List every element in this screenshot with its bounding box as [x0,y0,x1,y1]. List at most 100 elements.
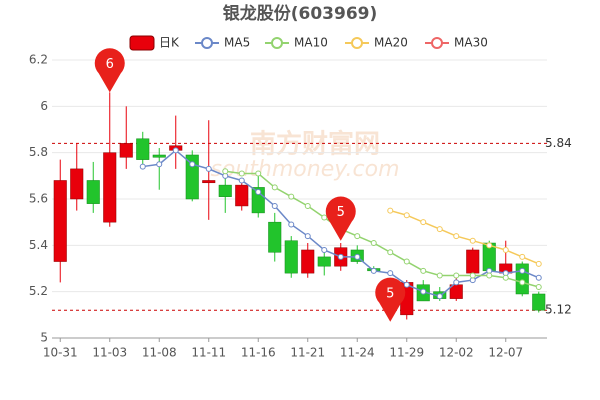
pin-shape [325,196,356,241]
ma-point [387,270,394,277]
candle-body [53,180,67,262]
y-tick-label: 5.2 [29,284,48,298]
ma-point [420,288,427,295]
ma-point [420,267,427,274]
ma-point [354,233,361,240]
ma-point [271,184,278,191]
ma-point [387,249,394,256]
y-tick-label: 6.2 [29,53,48,67]
candle-body [86,180,100,204]
x-tick-label: 12-07 [488,346,523,360]
ma-point [255,170,262,177]
legend-label: MA20 [374,36,408,50]
candle-body [70,168,84,200]
ma-point [502,274,509,281]
ma-point [139,163,146,170]
candle-body [152,154,166,158]
ma-point [502,246,509,253]
legend-swatch [129,35,155,51]
y-tick-label: 5.4 [29,238,48,252]
ma-point [535,260,542,267]
ma-point [453,233,460,240]
candle-body [185,154,199,200]
ma-point [436,272,443,279]
candle-body [317,256,331,267]
candle-body [284,240,298,274]
ma-point [238,170,245,177]
candle-body [268,221,282,253]
y-tick-label: 6 [40,99,48,113]
legend-label: 日K [159,36,180,50]
ma-point [420,219,427,226]
legend-label: MA5 [224,36,250,50]
ma-point [370,240,377,247]
x-tick-label: 11-03 [92,346,127,360]
x-tick-label: 11-21 [290,346,325,360]
ma-point [469,237,476,244]
x-tick-label: 11-08 [142,346,177,360]
ma-point [469,272,476,279]
pin-label: 5 [337,205,345,220]
x-tick-label: 11-24 [340,346,375,360]
ma-point [519,279,526,286]
reference-label: 5.12 [545,303,572,317]
x-tick-label: 11-11 [191,346,226,360]
x-tick-label: 10-31 [43,346,78,360]
ma-point [436,293,443,300]
ma-point [172,147,179,154]
candle-body [218,184,232,197]
ma-point [288,221,295,228]
ma-point [519,267,526,274]
ma-point [453,279,460,286]
legend-label: MA30 [454,36,488,50]
legend-marker [431,37,443,49]
legend-marker [271,37,283,49]
ma-point [453,272,460,279]
legend-marker [201,37,213,49]
pin-label: 5 [386,286,394,301]
candle-body [235,184,249,207]
watermark: 南方财富网 [250,129,380,160]
ma-point [205,165,212,172]
pin: 5 [375,277,406,322]
ma-point [354,253,361,260]
ma-point [321,214,328,221]
ma-point [403,212,410,219]
candle-body [301,249,315,274]
y-tick-label: 5.6 [29,192,48,206]
reference-label: 5.84 [545,136,572,150]
candle-body [466,249,480,274]
y-tick-label: 5.8 [29,145,48,159]
ma-point [519,253,526,260]
ma-point [486,272,493,279]
ma-point [337,253,344,260]
candle-body [103,152,117,223]
ma-point [271,202,278,209]
candle-body [202,180,216,184]
x-tick-label: 11-29 [389,346,424,360]
pin-shape [375,277,406,322]
pin: 5 [325,196,356,241]
ma-point [321,246,328,253]
pin-label: 6 [106,57,114,72]
pin: 6 [94,48,125,93]
ma-point [535,284,542,291]
ma-point [304,233,311,240]
ma-point [486,242,493,249]
candle-body [136,138,150,160]
ma-point [255,189,262,196]
ma-point [156,161,163,168]
x-tick-label: 12-02 [439,346,474,360]
legend-label: MA10 [294,36,328,50]
pin-shape [94,48,125,93]
ma-point [403,281,410,288]
ma-point [189,161,196,168]
watermark-sub: southmoney.com [210,157,399,182]
ma-point [238,177,245,184]
ma-point [288,193,295,200]
y-tick-label: 5 [40,331,48,345]
ma-point [436,226,443,233]
ma-point [387,207,394,214]
legend-marker [351,37,363,49]
